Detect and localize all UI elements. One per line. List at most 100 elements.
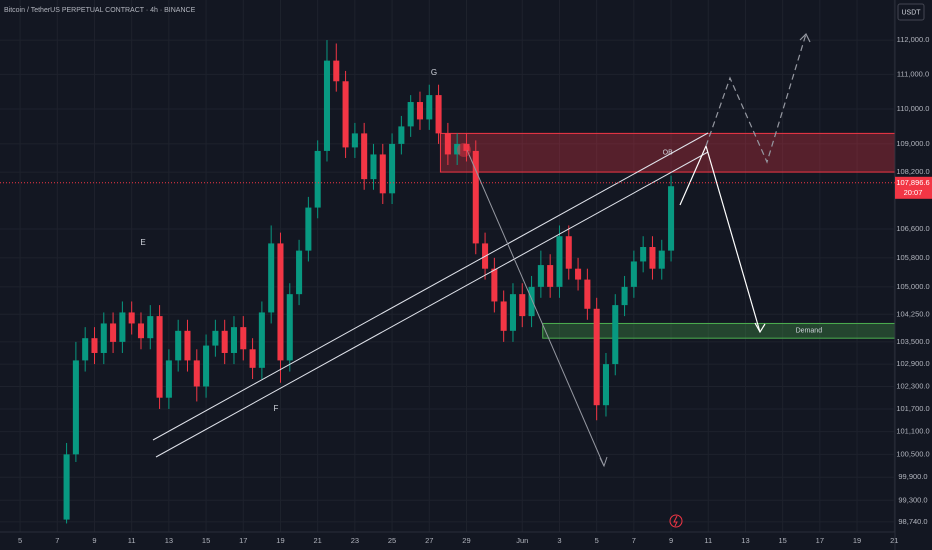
candle-body: [398, 126, 405, 144]
candle-body: [175, 330, 182, 361]
candle-body: [221, 330, 228, 353]
candle-body: [509, 294, 516, 331]
candle-body: [258, 312, 265, 368]
y-axis: 112,000.0 111,000.0 110,000.0 109,000.0 108,…: [896, 35, 929, 526]
y-tick-label: 108,200.0: [896, 167, 929, 176]
x-tick-label: 13: [165, 536, 173, 545]
projection-line: [466, 149, 605, 467]
y-tick-label: 101,100.0: [896, 427, 929, 436]
last-price-tag: [895, 176, 932, 199]
candle-body: [491, 268, 498, 302]
alt-path: [705, 33, 807, 164]
x-tick-label: 29: [462, 536, 470, 545]
candle-body: [454, 143, 461, 155]
price-axis: [895, 0, 932, 550]
candle-body: [575, 268, 582, 280]
y-tick-label: 98,740.0: [898, 517, 927, 526]
candle-body: [249, 349, 256, 368]
countdown: 20:07: [904, 188, 923, 197]
candle-body: [305, 207, 312, 251]
grid: [0, 0, 895, 532]
x-tick-label: 9: [669, 536, 673, 545]
x-tick-label: 7: [55, 536, 59, 545]
annotation: G: [431, 68, 437, 77]
x-tick-label: 19: [276, 536, 284, 545]
zones: OB Demand: [439, 132, 896, 339]
candle-body: [240, 327, 247, 350]
y-tick-label: 102,300.0: [896, 381, 929, 390]
candle-body: [640, 247, 647, 262]
y-tick-label: 102,900.0: [896, 359, 929, 368]
candle-body: [361, 133, 368, 180]
candle-body: [323, 60, 330, 151]
candle-body: [342, 81, 349, 148]
candle-body: [668, 186, 675, 251]
channel-line: [152, 132, 709, 441]
channel-line: [155, 151, 709, 458]
y-tick-label: 109,000.0: [896, 139, 929, 148]
annotation: E: [140, 238, 145, 247]
candle-body: [286, 294, 293, 361]
candle-body: [268, 243, 275, 313]
candle-body: [658, 250, 665, 269]
candle-body: [612, 305, 619, 365]
candle-body: [519, 294, 526, 317]
marker: [457, 143, 471, 157]
candle-body: [472, 150, 479, 244]
y-tick-label: 105,800.0: [896, 253, 929, 262]
candle-body: [416, 102, 423, 120]
chart-title: Bitcoin / TetherUS PERPETUAL CONTRACT · …: [4, 7, 196, 14]
x-tick-label: 3: [557, 536, 561, 545]
x-tick-label: 11: [128, 536, 136, 545]
candle-body: [63, 454, 70, 520]
candle-body: [193, 360, 200, 387]
x-tick-label: Jun: [516, 536, 528, 545]
candle-body: [528, 286, 535, 317]
candles: [63, 40, 675, 524]
candle-body: [314, 150, 321, 208]
candle-body: [277, 243, 284, 361]
x-tick-label: 19: [853, 536, 861, 545]
x-tick-label: 5: [18, 536, 22, 545]
y-tick-label: 101,700.0: [896, 404, 929, 413]
event-icon[interactable]: [669, 514, 683, 528]
x-tick-label: 21: [314, 536, 322, 545]
y-tick-label: 110,000.0: [897, 104, 930, 113]
candle-body: [82, 338, 89, 361]
y-tick-label: 100,500.0: [896, 449, 929, 458]
candle-body: [444, 133, 451, 155]
candle-body: [621, 286, 628, 306]
currency[interactable]: USDT: [901, 9, 921, 16]
candle-body: [296, 250, 303, 295]
candle-body: [128, 312, 135, 324]
x-tick-label: 7: [632, 536, 636, 545]
last-price: 107,896.6: [896, 178, 929, 187]
y-tick-label: 104,250.0: [896, 309, 929, 318]
candle-body: [649, 247, 656, 269]
candle-body: [156, 316, 163, 398]
candle-body: [212, 330, 219, 346]
x-tick-label: 15: [778, 536, 786, 545]
candle-body: [463, 143, 470, 151]
zone-label: Demand: [796, 328, 823, 335]
candle-body: [119, 312, 126, 342]
y-tick-label: 99,300.0: [898, 495, 927, 504]
candle-body: [593, 308, 600, 406]
x-tick-label: 27: [425, 536, 433, 545]
candle-body: [584, 279, 591, 309]
candle-body: [630, 261, 637, 287]
y-tick-label: 105,000.0: [896, 282, 929, 291]
candle-body: [147, 316, 154, 339]
candle-body: [370, 154, 377, 180]
candle-body: [184, 330, 191, 361]
annotation: F: [274, 404, 279, 413]
candle-body: [137, 323, 145, 339]
candle-body: [230, 327, 238, 353]
y-tick-label: 111,000.0: [897, 69, 929, 78]
y-tick-label: 99,900.0: [898, 472, 927, 481]
event-icon-bolt: [673, 515, 678, 527]
y-tick-label: 112,000.0: [897, 35, 930, 44]
x-tick-label: 9: [92, 536, 96, 545]
x-tick-label: 13: [741, 536, 749, 545]
currency-button[interactable]: [897, 3, 925, 21]
